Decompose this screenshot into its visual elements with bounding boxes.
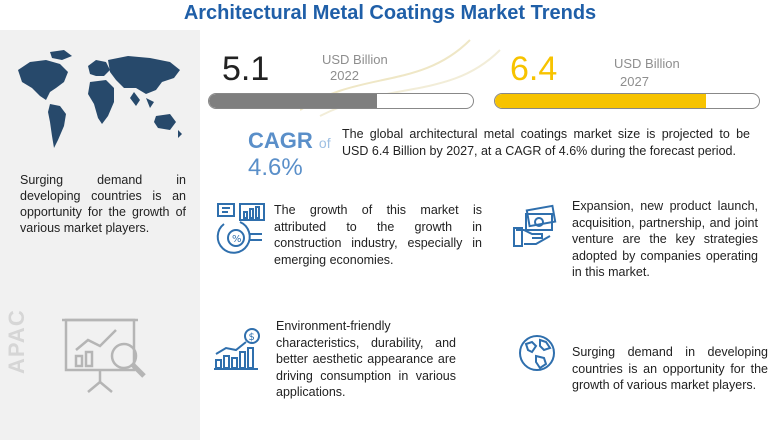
bar-2027 — [495, 94, 707, 108]
money-hand-icon — [513, 204, 557, 247]
analytics-icon: % — [216, 203, 265, 254]
market-summary: The global architectural metal coatings … — [342, 127, 750, 158]
opportunity-text: Surging demand in developing countries i… — [572, 345, 768, 392]
year-label-2022: 2022 — [330, 68, 359, 83]
unit-label-2022: USD Billion — [322, 52, 388, 67]
strategies-text: Expansion, new product launch, acquisiti… — [572, 199, 758, 279]
svg-text:%: % — [232, 234, 242, 245]
value-label-2027: 6.4 — [510, 50, 558, 88]
bar-track-2022 — [208, 93, 474, 109]
left-panel-text: Surging demand in developing countries i… — [20, 173, 186, 235]
year-label-2027: 2027 — [620, 74, 649, 89]
drivers-text: Environment-friendly characteristics, du… — [276, 319, 456, 399]
dollar-growth-chart-icon: $ — [214, 328, 260, 370]
unit-label-2027: USD Billion — [614, 56, 680, 71]
svg-text:$: $ — [249, 332, 255, 343]
value-label-2022: 5.1 — [222, 50, 270, 88]
world-map-icon — [18, 50, 182, 148]
region-label: APAC — [2, 300, 30, 380]
globe-icon — [519, 335, 555, 371]
bar-2022 — [209, 94, 378, 108]
magnifier-chart-icon — [62, 318, 146, 393]
growth-text: The growth of this market is attributed … — [274, 203, 482, 267]
page-title: Architectural Metal Coatings Market Tren… — [183, 2, 597, 24]
cagr-of-text: of — [318, 135, 331, 151]
cagr-label: CAGR of — [248, 128, 331, 154]
region-label-text: APAC — [4, 309, 29, 374]
cagr-value: 4.6% — [248, 154, 303, 181]
cagr-label-text: CAGR — [248, 128, 313, 153]
bar-track-2027 — [494, 93, 760, 109]
